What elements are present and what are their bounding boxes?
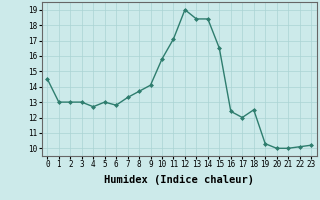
X-axis label: Humidex (Indice chaleur): Humidex (Indice chaleur)	[104, 175, 254, 185]
